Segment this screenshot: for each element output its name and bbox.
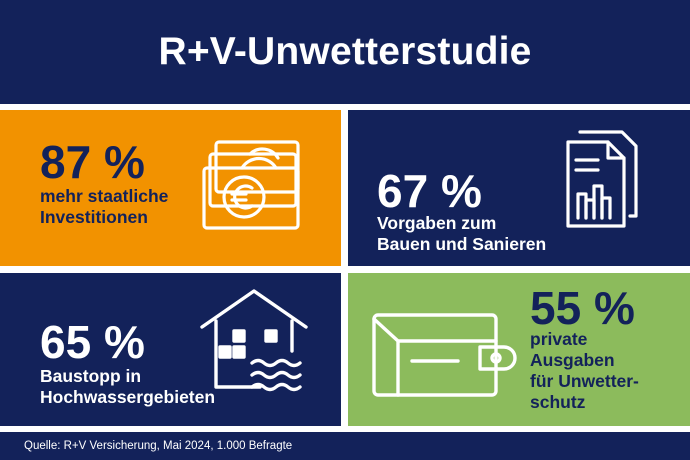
tile-percent: 65 % xyxy=(40,316,145,368)
tile-percent: 67 % xyxy=(377,165,482,217)
tile-investments: 87 % mehr staatliche Investitionen xyxy=(0,110,341,266)
euro-banknotes-icon xyxy=(202,140,300,230)
source-bar: Quelle: R+V Versicherung, Mai 2024, 1.00… xyxy=(0,432,690,460)
tile-percent: 55 % xyxy=(530,282,635,334)
tile-label: Baustopp in Hochwassergebieten xyxy=(40,366,216,407)
tile-label: Vorgaben zum Bauen und Sanieren xyxy=(377,213,547,254)
tile-percent: 87 % xyxy=(40,136,145,188)
tile-flood-zones: 65 % Baustopp in Hochwassergebieten xyxy=(0,273,341,426)
document-chart-icon xyxy=(566,130,638,228)
title-bar: R+V-Unwetterstudie xyxy=(0,0,690,104)
tile-private-spending: 55 % private Ausgaben für Unwetter- schu… xyxy=(348,273,690,426)
flooded-house-icon xyxy=(200,289,308,392)
tile-label: mehr staatliche Investitionen xyxy=(40,186,169,227)
tile-label: private Ausgaben für Unwetter- schutz xyxy=(530,329,639,412)
source-note: Quelle: R+V Versicherung, Mai 2024, 1.00… xyxy=(24,440,293,452)
page-title: R+V-Unwetterstudie xyxy=(158,30,532,73)
tile-building-rules: 67 % Vorgaben zum Bauen und Sanieren xyxy=(348,110,690,266)
wallet-icon xyxy=(372,313,517,397)
